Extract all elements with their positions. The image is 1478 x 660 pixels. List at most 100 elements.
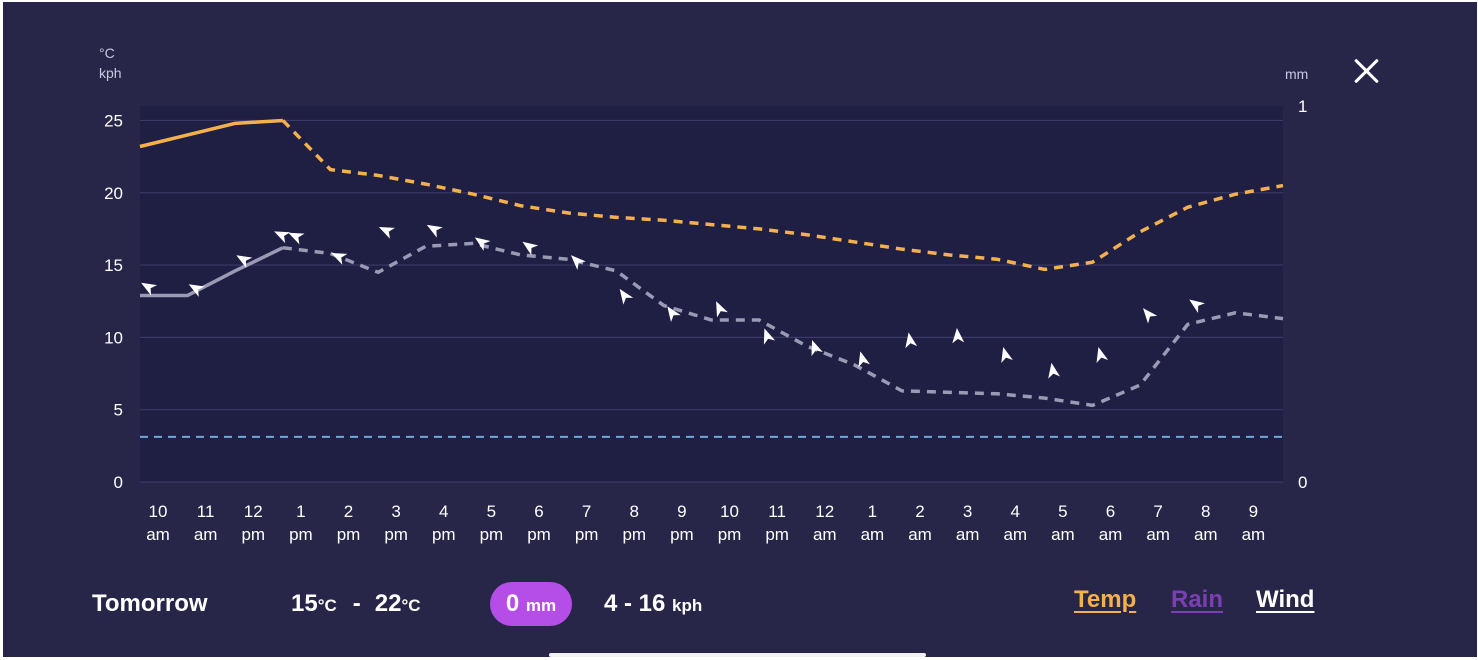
x-tick-ampm: pm	[337, 525, 361, 544]
x-tick-ampm: pm	[289, 525, 313, 544]
x-tick-label: 6 pm	[527, 502, 551, 544]
x-tick-hour: 10	[149, 502, 168, 521]
wind-arrow	[1001, 347, 1013, 364]
x-tick-ampm: pm	[622, 525, 646, 544]
y-tick-label: 0	[114, 473, 123, 492]
x-tick-ampm: am	[1051, 525, 1075, 544]
wind-arrow	[1189, 299, 1205, 314]
temp-separator: -	[352, 590, 361, 617]
x-tick-ampm: pm	[241, 525, 265, 544]
x-tick-label: 2 am	[908, 502, 932, 544]
wind-arrow	[141, 282, 158, 296]
y-tick-label: 5	[114, 401, 123, 420]
x-tick-label: 4 am	[1003, 502, 1027, 544]
rain-badge: 0 mm	[490, 582, 572, 626]
y-tick-label: 20	[104, 184, 123, 203]
x-tick-hour: 5	[487, 502, 496, 521]
wind-arrow	[570, 255, 586, 270]
wind-arrow	[188, 284, 205, 297]
x-tick-hour: 7	[582, 502, 591, 521]
temp-max-unit: °C	[401, 596, 421, 615]
x-tick-hour: 6	[534, 502, 543, 521]
wind-range: 4 - 16	[604, 590, 666, 617]
x-tick-ampm: pm	[480, 525, 504, 544]
x-tick-label: 5 am	[1051, 502, 1075, 544]
x-tick-label: 6 am	[1099, 502, 1123, 544]
y-tick-label: 15	[104, 256, 123, 275]
day-summary: Tomorrow 15°C -22°C 0 mm 4 - 16 kph Temp …	[3, 580, 1477, 630]
x-tick-hour: 6	[1106, 502, 1115, 521]
legend-temp-toggle[interactable]: Temp	[1074, 586, 1137, 613]
wind-arrow	[474, 237, 491, 251]
summary-wind-range: 4 - 16 kph	[604, 590, 702, 618]
x-tick-hour: 2	[915, 502, 924, 521]
wind-unit: kph	[672, 596, 703, 615]
x-tick-ampm: am	[146, 525, 170, 544]
x-tick-ampm: am	[1003, 525, 1027, 544]
x-tick-hour: 11	[768, 502, 786, 521]
wind-line-observed	[140, 246, 284, 298]
home-indicator	[549, 653, 926, 657]
forecast-chart: 0 5 10 15 20 25 0 1 10 am 11 am 12 pm 1 pm 2 pm 3 pm 4 pm 5 pm…	[99, 45, 1308, 544]
x-tick-ampm: pm	[575, 525, 599, 544]
wind-arrow	[716, 301, 728, 318]
y-tick-label: 10	[104, 328, 123, 347]
x-tick-ampm: am	[1242, 525, 1266, 544]
x-tick-label: 2 pm	[337, 502, 361, 544]
x-tick-hour: 3	[391, 502, 400, 521]
temp-line-observed	[139, 118, 283, 149]
x-tick-label: 7 am	[1146, 502, 1170, 544]
summary-temp-range: 15°C -22°C	[291, 590, 421, 618]
x-tick-hour: 1	[868, 502, 877, 521]
wind-arrow	[905, 332, 918, 349]
x-tick-hour: 12	[244, 502, 263, 521]
x-tick-hour: 11	[197, 502, 215, 521]
legend-rain-toggle[interactable]: Rain	[1171, 586, 1224, 613]
x-tick-label: 9 am	[1242, 502, 1266, 544]
plot-area	[140, 106, 1283, 482]
x-tick-ampm: am	[956, 525, 980, 544]
wind-arrow	[619, 288, 634, 305]
x-tick-ampm: am	[861, 525, 885, 544]
y-unit-celsius: °C	[99, 45, 115, 61]
x-tick-ampm: pm	[527, 525, 551, 544]
wind-line-forecast	[282, 241, 1284, 408]
y-right-tick-label: 0	[1298, 473, 1307, 492]
x-tick-ampm: am	[194, 525, 218, 544]
x-tick-ampm: am	[813, 525, 837, 544]
y-tick-label: 25	[104, 111, 123, 130]
x-tick-hour: 12	[815, 502, 834, 521]
wind-arrow	[811, 339, 823, 357]
x-tick-hour: 8	[1201, 502, 1210, 521]
wind-arrow	[274, 231, 291, 244]
x-tick-label: 8 pm	[622, 502, 646, 544]
wind-arrow	[858, 351, 870, 368]
x-tick-hour: 10	[720, 502, 739, 521]
x-tick-hour: 9	[677, 502, 686, 521]
summary-day: Tomorrow	[92, 590, 208, 617]
rain-unit: mm	[525, 596, 557, 615]
x-tick-hour: 2	[344, 502, 353, 521]
wind-arrow	[1142, 308, 1158, 324]
x-tick-hour: 9	[1249, 502, 1258, 521]
wind-arrow	[1096, 347, 1109, 364]
rain-value: 0	[505, 590, 520, 617]
x-tick-hour: 1	[296, 502, 305, 521]
temp-min: 15	[291, 590, 318, 617]
forecast-panel: 0 5 10 15 20 25 0 1 10 am 11 am 12 pm 1 pm 2 pm 3 pm 4 pm 5 pm…	[3, 2, 1477, 657]
x-tick-label: 10 am	[146, 502, 170, 544]
temp-min-unit: °C	[317, 596, 337, 615]
temp-max: 22	[374, 590, 402, 617]
x-tick-label: 1 am	[861, 502, 885, 544]
x-tick-hour: 8	[630, 502, 639, 521]
x-tick-label: 12 am	[813, 502, 837, 544]
x-tick-label: 7 pm	[575, 502, 599, 544]
x-tick-label: 3 am	[956, 502, 980, 544]
wind-arrow	[952, 327, 965, 344]
wind-arrow	[522, 241, 539, 256]
legend-wind-toggle[interactable]: Wind	[1256, 586, 1315, 613]
x-tick-hour: 4	[1011, 502, 1020, 521]
wind-arrow	[331, 253, 348, 265]
close-icon[interactable]	[1352, 56, 1382, 86]
wind-arrow	[426, 224, 443, 238]
